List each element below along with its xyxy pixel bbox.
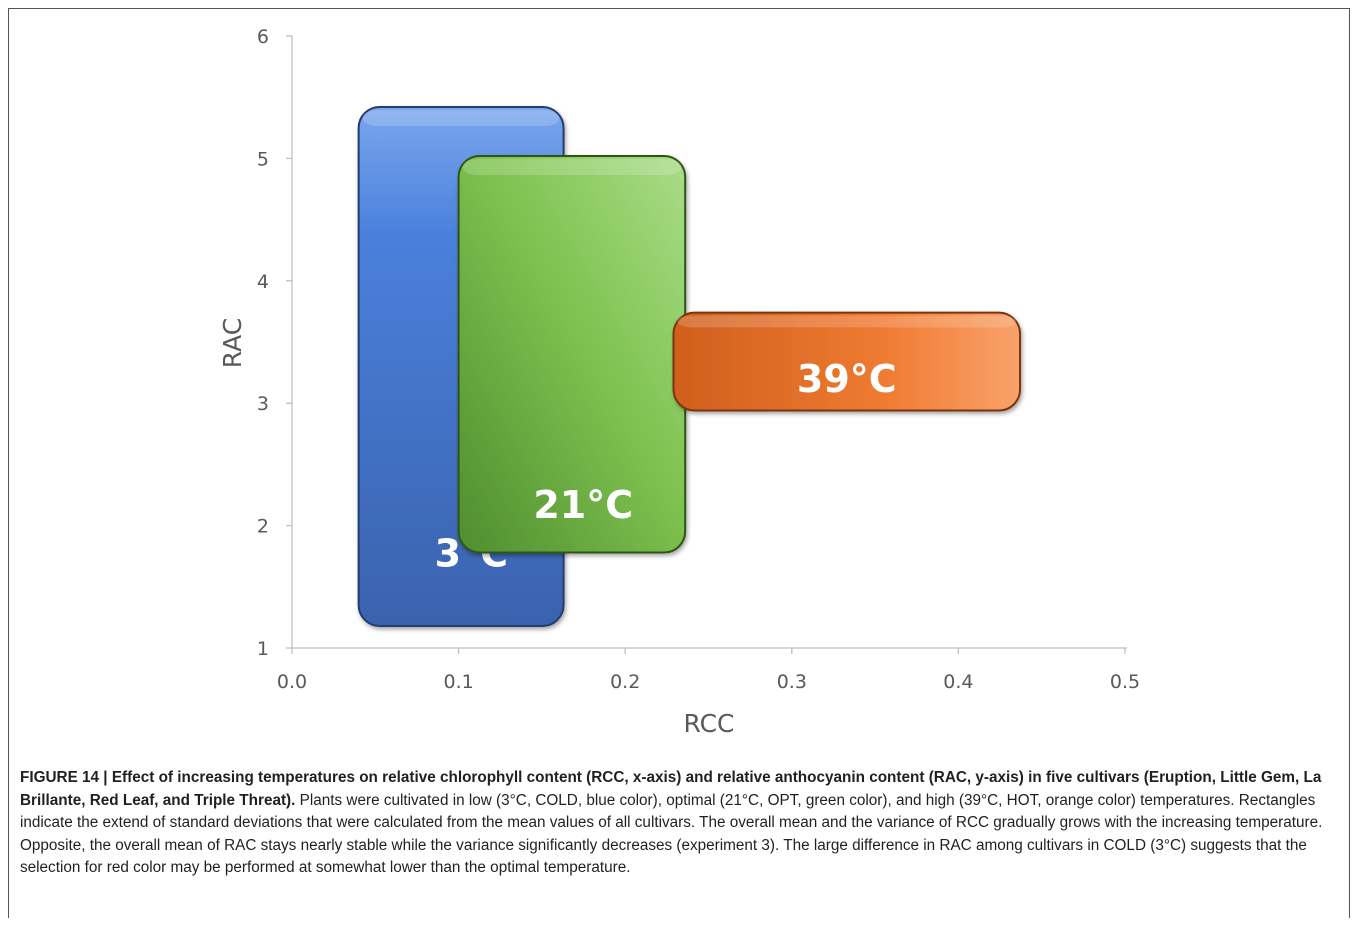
x-axis-title: RCC: [683, 709, 734, 738]
range-rect-39c-highlight: [677, 315, 1017, 328]
range-rect-39c: [672, 311, 1022, 412]
x-tick-label: 0.2: [610, 671, 640, 693]
y-tick-label: 6: [257, 26, 269, 48]
y-tick-label: 2: [257, 516, 269, 538]
y-axis-title: RAC: [218, 318, 247, 368]
range-rect-21c-group: 21°C: [457, 154, 687, 554]
caption-body: Plants were cultivated in low (3°C, COLD…: [20, 791, 1323, 877]
x-tick-label: 0.1: [443, 671, 473, 693]
range-rect-39c-group: 39°C: [672, 311, 1022, 412]
x-tick-label: 0.0: [277, 671, 307, 693]
y-tick-label: 1: [257, 638, 269, 660]
figure-frame: [8, 8, 1350, 918]
y-tick-label: 4: [257, 271, 269, 293]
range-label-39c: 39°C: [797, 357, 897, 401]
y-tick-label: 3: [257, 393, 269, 415]
x-tick-label: 0.5: [1110, 671, 1140, 693]
range-rect-3c-highlight: [362, 109, 560, 126]
y-tick-label: 5: [257, 148, 269, 170]
range-label-21c: 21°C: [533, 483, 633, 527]
x-tick-label: 0.3: [777, 671, 807, 693]
figure-caption: FIGURE 14 | Effect of increasing tempera…: [20, 767, 1340, 880]
range-rect-21c-highlight: [462, 158, 682, 175]
x-tick-label: 0.4: [943, 671, 973, 693]
caption-title: FIGURE 14 | Effect of increasing tempera…: [20, 769, 1322, 809]
